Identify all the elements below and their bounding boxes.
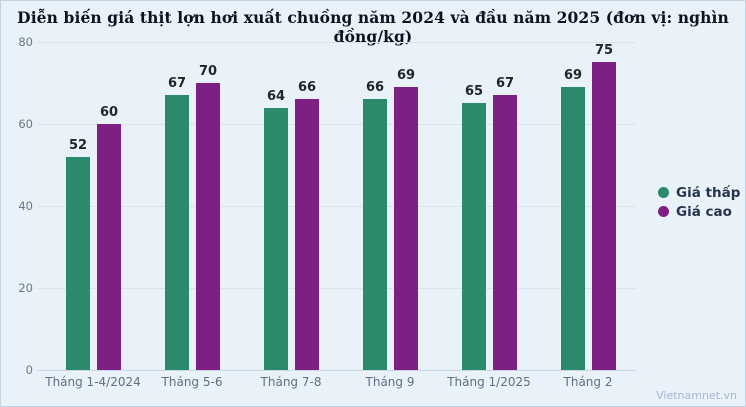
bar-value-Giá cao-Tháng 1/2025: 67 <box>495 76 515 91</box>
bar-Giá cao-Tháng 2 <box>592 62 616 370</box>
bar-value-Giá cao-Tháng 9: 69 <box>396 68 416 83</box>
chart-title: Diễn biến giá thịt lợn hơi xuất chuồng n… <box>17 8 729 46</box>
bar-value-Giá cao-Tháng 2: 75 <box>594 43 614 58</box>
bar-value-Giá thấp-Tháng 7-8: 64 <box>266 89 286 104</box>
x-axis-label-Tháng 9: Tháng 9 <box>365 375 415 389</box>
x-axis-label-Tháng 2: Tháng 2 <box>563 375 613 389</box>
x-axis-label-Tháng 5-6: Tháng 5-6 <box>161 375 223 389</box>
y-axis-label-20: 20 <box>18 281 33 295</box>
bar-Giá cao-Tháng 1/2025 <box>493 95 517 370</box>
bar-value-Giá cao-Tháng 5-6: 70 <box>198 64 218 79</box>
gridline-20 <box>37 288 636 289</box>
x-axis-label-Tháng 1-4/2024: Tháng 1-4/2024 <box>45 375 141 389</box>
y-axis-label-60: 60 <box>18 117 33 131</box>
bar-Giá thấp-Tháng 1/2025 <box>462 103 486 370</box>
legend-label-gia-thap: Giá thấp <box>676 184 741 201</box>
gridline-60 <box>37 124 636 125</box>
bar-value-Giá cao-Tháng 7-8: 66 <box>297 80 317 95</box>
gridline-40 <box>37 206 636 207</box>
bar-Giá cao-Tháng 5-6 <box>196 83 220 370</box>
bar-value-Giá thấp-Tháng 1/2025: 65 <box>464 84 484 99</box>
x-axis-label-Tháng 1/2025: Tháng 1/2025 <box>447 375 531 389</box>
y-axis-label-40: 40 <box>18 199 33 213</box>
bar-Giá cao-Tháng 9 <box>394 87 418 370</box>
gridline-0 <box>37 370 636 371</box>
x-axis-label-Tháng 7-8: Tháng 7-8 <box>260 375 322 389</box>
legend-item-gia-cao: Giá cao <box>658 202 740 221</box>
bar-value-Giá thấp-Tháng 1-4/2024: 52 <box>68 138 88 153</box>
y-axis-label-80: 80 <box>18 35 33 49</box>
bar-Giá thấp-Tháng 7-8 <box>264 108 288 370</box>
bar-Giá thấp-Tháng 5-6 <box>165 95 189 370</box>
bar-value-Giá thấp-Tháng 9: 66 <box>365 80 385 95</box>
bar-Giá thấp-Tháng 1-4/2024 <box>66 157 90 370</box>
bar-value-Giá thấp-Tháng 2: 69 <box>563 68 583 83</box>
bar-value-Giá cao-Tháng 1-4/2024: 60 <box>99 105 119 120</box>
legend-label-gia-cao: Giá cao <box>676 203 732 220</box>
gridline-80 <box>37 42 636 43</box>
watermark: Vietnamnet.vn <box>656 389 737 402</box>
y-axis-label-0: 0 <box>25 363 33 377</box>
bar-Giá thấp-Tháng 2 <box>561 87 585 370</box>
legend-dot-gia-cao-icon <box>658 206 669 217</box>
bar-Giá cao-Tháng 7-8 <box>295 99 319 370</box>
legend: Giá thấp Giá cao <box>658 183 740 221</box>
bar-Giá cao-Tháng 1-4/2024 <box>97 124 121 370</box>
legend-item-gia-thap: Giá thấp <box>658 183 740 202</box>
bar-Giá thấp-Tháng 9 <box>363 99 387 370</box>
legend-dot-gia-thap-icon <box>658 187 669 198</box>
bar-value-Giá thấp-Tháng 5-6: 67 <box>167 76 187 91</box>
